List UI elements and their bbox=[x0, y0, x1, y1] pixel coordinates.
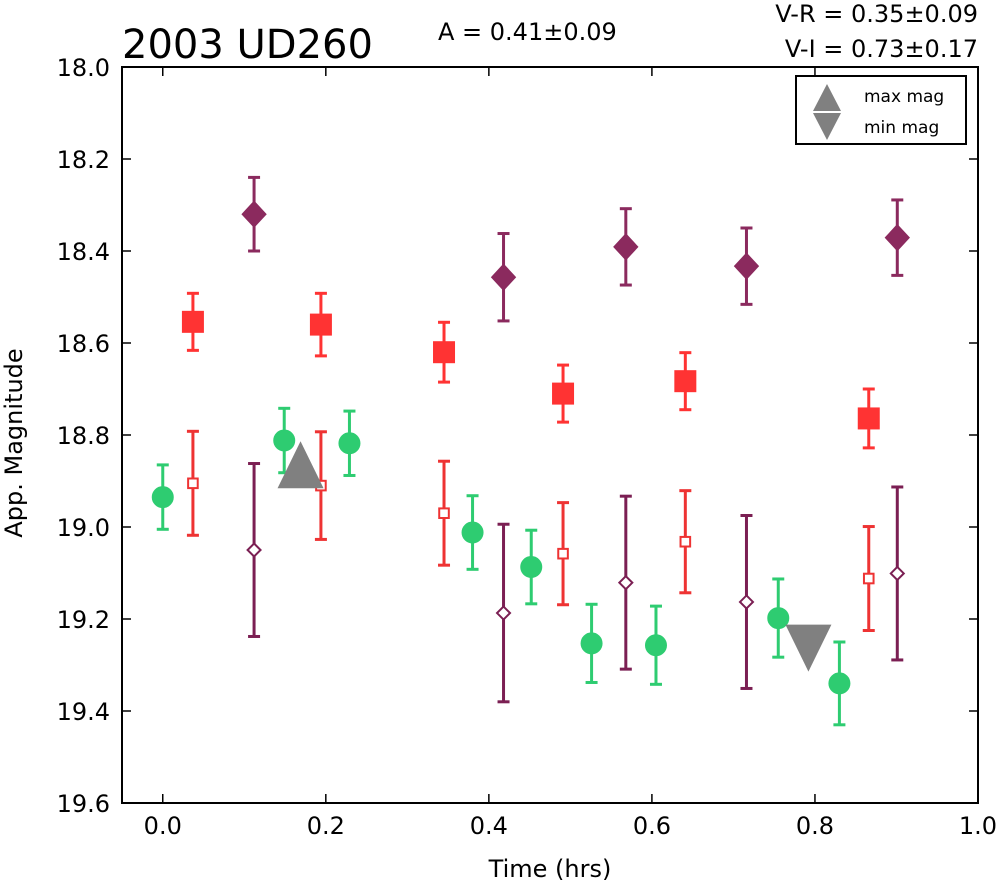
data-point-diamond bbox=[241, 200, 267, 228]
data-point-diamond bbox=[246, 542, 262, 558]
data-point-diamond bbox=[889, 565, 906, 582]
data-point-square bbox=[552, 382, 575, 405]
legend-max-mag-icon bbox=[813, 84, 841, 111]
data-point-circle bbox=[767, 607, 790, 630]
y-axis-label: App. Magnitude bbox=[0, 348, 28, 537]
data-point-square bbox=[309, 313, 332, 336]
data-point-diamond bbox=[495, 605, 512, 621]
legend-min-mag-icon bbox=[813, 113, 841, 140]
data-point-square bbox=[181, 310, 204, 333]
data-point-diamond bbox=[884, 223, 910, 252]
amplitude-annotation: A = 0.41±0.09 bbox=[438, 18, 617, 46]
min-mag-marker bbox=[785, 624, 832, 672]
v-i-annotation: V-I = 0.73±0.17 bbox=[785, 35, 978, 63]
x-tick-label: 0.6 bbox=[633, 812, 671, 840]
data-point-square bbox=[857, 407, 880, 430]
data-point-diamond bbox=[733, 252, 760, 280]
data-point-square bbox=[433, 341, 456, 364]
data-point-circle bbox=[338, 432, 361, 455]
data-point-square bbox=[187, 477, 199, 490]
legend: max mag min mag bbox=[795, 75, 967, 145]
data-point-square bbox=[557, 547, 569, 560]
data-point-circle bbox=[151, 486, 174, 509]
y-tick-label: 19.6 bbox=[57, 790, 110, 818]
data-point-diamond bbox=[617, 574, 634, 591]
y-tick-label: 19.0 bbox=[57, 514, 110, 542]
data-point-circle bbox=[828, 672, 851, 695]
data-point-circle bbox=[273, 429, 296, 452]
data-point-diamond bbox=[490, 263, 517, 291]
x-tick-label: 0.0 bbox=[144, 812, 182, 840]
chart-title: 2003 UD260 bbox=[122, 22, 373, 68]
y-tick-label: 18.0 bbox=[57, 54, 110, 82]
legend-min-mag-label: min mag bbox=[864, 118, 939, 138]
x-tick-label: 0.2 bbox=[307, 812, 345, 840]
legend-max-mag-label: max mag bbox=[864, 87, 944, 107]
y-tick-label: 19.4 bbox=[57, 698, 110, 726]
data-point-diamond bbox=[738, 594, 755, 610]
data-point-diamond bbox=[613, 233, 639, 261]
x-tick-label: 0.4 bbox=[470, 812, 508, 840]
y-tick-label: 18.8 bbox=[57, 422, 110, 450]
data-point-circle bbox=[644, 634, 667, 657]
data-point-circle bbox=[461, 521, 484, 544]
y-tick-label: 18.4 bbox=[57, 238, 110, 266]
y-tick-label: 19.2 bbox=[57, 606, 110, 634]
v-r-annotation: V-R = 0.35±0.09 bbox=[775, 0, 978, 28]
max-mag-marker bbox=[277, 441, 324, 489]
data-point-circle bbox=[580, 632, 603, 655]
data-point-square bbox=[679, 535, 692, 548]
y-tick-label: 18.2 bbox=[57, 146, 110, 174]
plot-area: 0.0 0.2 0.4 0.6 0.8 1.0 18.0 18.2 18.4 18.6 18.8 19… bbox=[57, 54, 998, 840]
data-point-square bbox=[438, 507, 450, 519]
data-point-square bbox=[674, 370, 697, 393]
y-tick-label: 18.6 bbox=[57, 330, 110, 358]
data-point-square bbox=[862, 572, 875, 585]
x-axis-label: Time (hrs) bbox=[488, 855, 612, 883]
x-tick-label: 1.0 bbox=[959, 812, 997, 840]
data-point-circle bbox=[520, 556, 543, 579]
x-tick-label: 0.8 bbox=[796, 812, 834, 840]
